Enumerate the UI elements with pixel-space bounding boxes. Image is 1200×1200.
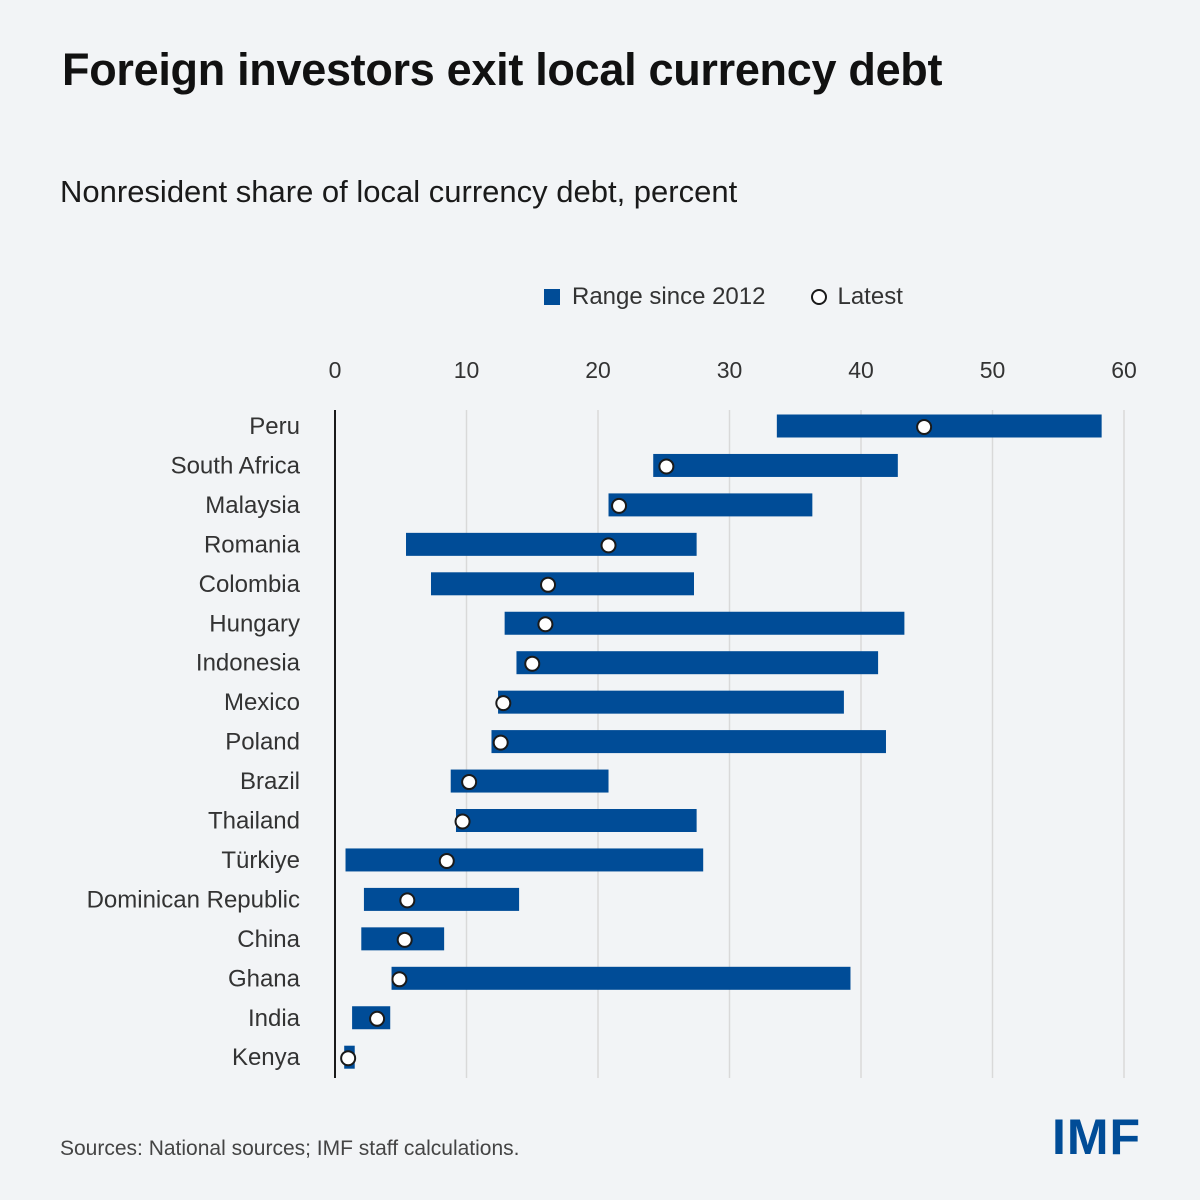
latest-marker: [454, 813, 471, 830]
range-bar: [430, 572, 694, 596]
latest-marker: [396, 931, 413, 948]
range-bar: [504, 611, 905, 635]
x-tick-label: 10: [454, 357, 480, 383]
range-bar: [345, 848, 704, 872]
category-label: Hungary: [209, 610, 300, 637]
range-bar: [363, 887, 520, 911]
category-label: Türkiye: [221, 847, 300, 874]
category-label: Ghana: [228, 965, 301, 992]
latest-marker: [916, 419, 933, 435]
category-label: Poland: [225, 729, 300, 756]
chart-title: Foreign investors exit local currency de…: [62, 44, 943, 95]
range-bar: [608, 493, 813, 517]
latest-marker: [391, 971, 408, 988]
legend-range-label: Range since 2012: [572, 283, 766, 310]
x-tick-label: 40: [848, 357, 874, 383]
x-tick-label: 30: [717, 357, 743, 383]
category-label: Colombia: [199, 571, 301, 598]
category-label: Mexico: [224, 689, 300, 716]
range-bar: [450, 769, 609, 793]
latest-marker: [461, 774, 478, 791]
chart-subtitle: Nonresident share of local currency debt…: [60, 174, 738, 209]
latest-marker: [495, 695, 512, 712]
range-bar: [391, 966, 851, 990]
category-label: Indonesia: [196, 650, 301, 677]
range-bar: [498, 690, 844, 714]
x-tick-label: 50: [980, 357, 1006, 383]
category-label: Thailand: [208, 808, 300, 835]
legend-latest-marker: [811, 289, 828, 305]
range-bar: [491, 730, 886, 754]
category-label: India: [248, 1005, 301, 1032]
latest-marker: [399, 892, 416, 909]
category-label: Malaysia: [205, 492, 300, 519]
category-label: Brazil: [240, 768, 300, 795]
legend-latest-label: Latest: [837, 283, 903, 310]
category-label: Peru: [249, 413, 300, 440]
range-bar: [406, 532, 697, 556]
x-tick-label: 20: [585, 357, 611, 383]
x-tick-label: 60: [1111, 357, 1137, 383]
latest-marker: [537, 616, 554, 633]
range-bar: [516, 651, 879, 675]
range-bar: [455, 809, 697, 832]
source-note: Sources: National sources; IMF staff cal…: [60, 1137, 520, 1160]
latest-marker: [438, 852, 455, 869]
latest-marker: [524, 655, 541, 672]
latest-marker: [600, 537, 617, 554]
legend: Range since 2012 Latest: [544, 283, 903, 311]
category-label: Kenya: [232, 1044, 301, 1071]
latest-marker: [340, 1050, 357, 1067]
x-tick-label: 0: [329, 357, 342, 383]
latest-marker: [492, 734, 509, 751]
latest-marker: [611, 497, 628, 514]
legend-range-swatch: [544, 289, 560, 305]
latest-marker: [540, 576, 557, 593]
range-bar: [653, 453, 898, 477]
latest-marker: [369, 1010, 386, 1027]
category-label: South Africa: [171, 452, 301, 479]
category-label: China: [237, 926, 300, 953]
latest-marker: [658, 458, 675, 475]
imf-logo: IMF: [1052, 1109, 1142, 1165]
category-label: Dominican Republic: [87, 886, 300, 913]
range-bar: [776, 414, 1102, 438]
category-label: Romania: [204, 531, 301, 558]
